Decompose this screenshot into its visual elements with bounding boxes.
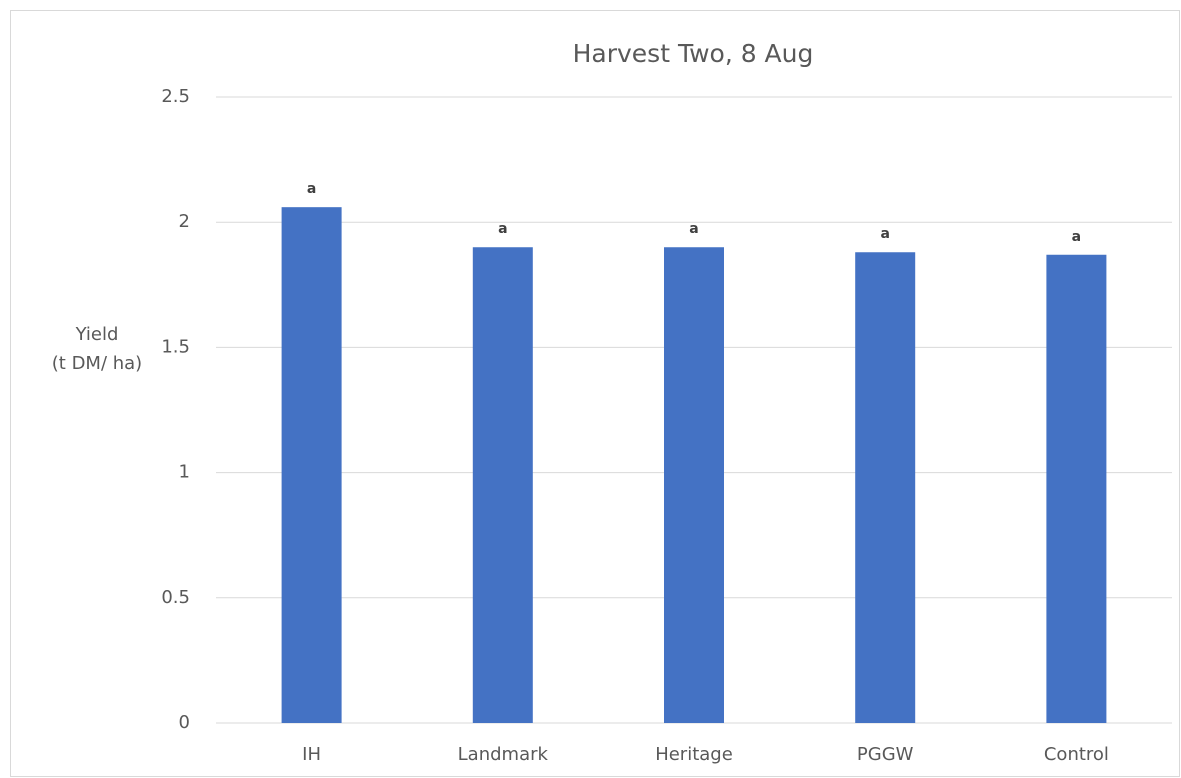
- y-axis-label: Yield: [75, 324, 119, 345]
- significance-label: a: [307, 181, 316, 197]
- significance-label: a: [689, 221, 698, 237]
- bar: [472, 247, 533, 724]
- bar: [281, 207, 342, 723]
- chart-frame: [10, 10, 1180, 777]
- x-tick-label: PGGW: [857, 744, 914, 765]
- bar: [1046, 254, 1107, 723]
- y-tick-label: 1: [179, 462, 190, 483]
- y-tick-label: 2.5: [161, 86, 190, 107]
- significance-label: a: [498, 221, 507, 237]
- x-tick-label: Heritage: [655, 744, 733, 765]
- chart-title: Harvest Two, 8 Aug: [573, 39, 814, 68]
- y-axis-label: (t DM/ ha): [52, 353, 142, 374]
- significance-label: a: [1072, 229, 1081, 245]
- x-tick-label: Landmark: [458, 744, 549, 765]
- x-tick-label: IH: [302, 744, 321, 765]
- bar: [664, 247, 724, 724]
- y-tick-label: 1.5: [161, 336, 190, 357]
- significance-label: a: [880, 226, 889, 242]
- y-tick-label: 2: [179, 211, 190, 232]
- y-tick-label: 0.5: [161, 587, 190, 608]
- x-tick-label: Control: [1044, 744, 1109, 765]
- y-tick-label: 0: [179, 712, 190, 733]
- bar: [855, 252, 916, 724]
